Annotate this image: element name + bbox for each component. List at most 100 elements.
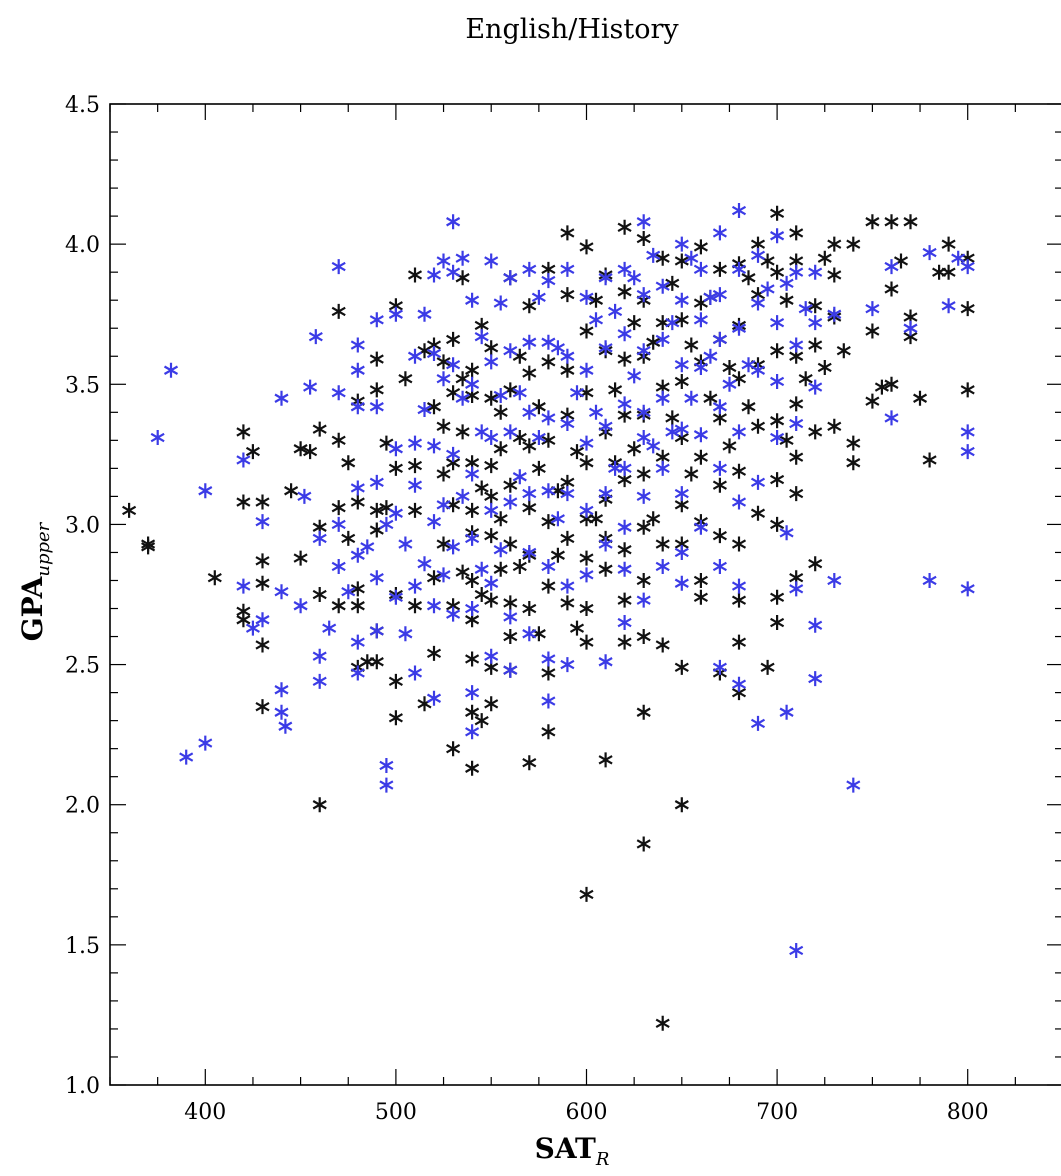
data-point (274, 390, 289, 406)
data-point (407, 598, 423, 614)
data-point (465, 502, 480, 518)
data-point (484, 354, 499, 370)
data-point (779, 275, 794, 291)
data-point (674, 486, 689, 502)
data-point (455, 564, 470, 580)
data-point (808, 671, 823, 687)
data-point (789, 416, 804, 431)
data-point (674, 659, 689, 675)
data-point (817, 360, 832, 375)
data-point (446, 357, 461, 373)
data-point (750, 362, 766, 378)
data-point (522, 298, 537, 314)
data-point (750, 418, 766, 434)
data-point (693, 295, 708, 311)
data-point (493, 441, 508, 457)
data-point (407, 477, 423, 493)
data-point (674, 575, 689, 591)
data-point (522, 404, 537, 420)
data-point (617, 351, 632, 367)
data-point (465, 601, 480, 616)
data-point (245, 620, 260, 636)
data-point (617, 261, 632, 277)
data-point (598, 561, 613, 577)
data-point (731, 424, 747, 440)
data-point (674, 421, 689, 437)
data-point (407, 578, 423, 594)
data-point (636, 573, 651, 588)
data-point (341, 584, 356, 600)
data-point (446, 446, 461, 462)
data-point (245, 444, 260, 460)
data-point (446, 539, 461, 555)
data-point (770, 472, 785, 488)
data-point (407, 348, 423, 364)
data-point (655, 315, 670, 331)
data-point (646, 247, 661, 263)
data-point (465, 724, 480, 740)
x-tick-label: 800 (947, 1100, 989, 1125)
data-point (474, 329, 489, 345)
data-point (278, 718, 293, 734)
data-point (731, 634, 747, 650)
data-point (884, 376, 899, 392)
data-point (484, 430, 499, 445)
data-point (465, 530, 480, 546)
data-point (808, 298, 823, 314)
data-point (665, 275, 680, 291)
data-point (646, 334, 661, 350)
data-point (569, 620, 585, 636)
data-point (674, 797, 689, 813)
y-tick-label: 1.0 (65, 1074, 100, 1099)
data-point (369, 522, 384, 538)
data-point (550, 547, 565, 563)
data-point (369, 654, 384, 670)
data-point (569, 444, 585, 460)
data-point (960, 444, 975, 460)
data-point (560, 657, 575, 673)
data-point (674, 357, 689, 373)
data-point (293, 550, 308, 566)
data-point (703, 390, 718, 406)
data-point (303, 444, 318, 460)
data-point (617, 519, 632, 535)
data-point (560, 348, 575, 364)
data-point (598, 340, 613, 356)
data-point (484, 390, 499, 406)
data-point (331, 559, 346, 574)
data-point (465, 685, 480, 701)
data-point (465, 760, 480, 776)
data-point (779, 525, 794, 541)
data-point (770, 205, 785, 221)
data-point (941, 264, 956, 280)
data-point (426, 690, 442, 706)
data-point (712, 559, 727, 574)
data-point (531, 626, 546, 642)
data-point (646, 438, 661, 454)
data-point (236, 578, 251, 594)
data-point (569, 385, 585, 401)
data-point (636, 704, 651, 720)
data-point (426, 598, 442, 614)
y-tick-label: 4.5 (65, 93, 100, 118)
data-point (484, 592, 499, 608)
data-point (436, 253, 451, 269)
data-point (922, 245, 937, 261)
data-point (484, 340, 499, 356)
data-point (503, 595, 518, 611)
data-point (693, 573, 708, 588)
data-point (426, 645, 442, 661)
data-point (350, 337, 365, 353)
data-point (379, 758, 394, 773)
data-point (674, 253, 689, 269)
data-point (693, 312, 708, 328)
y-axis: 1.0 1.5 2.0 2.5 3.0 3.5 4.0 4.5 (65, 93, 1061, 1099)
data-point (684, 390, 699, 406)
data-point (627, 270, 642, 286)
data-point (331, 259, 346, 275)
data-point (560, 530, 575, 546)
data-point (588, 404, 604, 420)
data-point (750, 715, 766, 731)
data-point (865, 323, 880, 339)
